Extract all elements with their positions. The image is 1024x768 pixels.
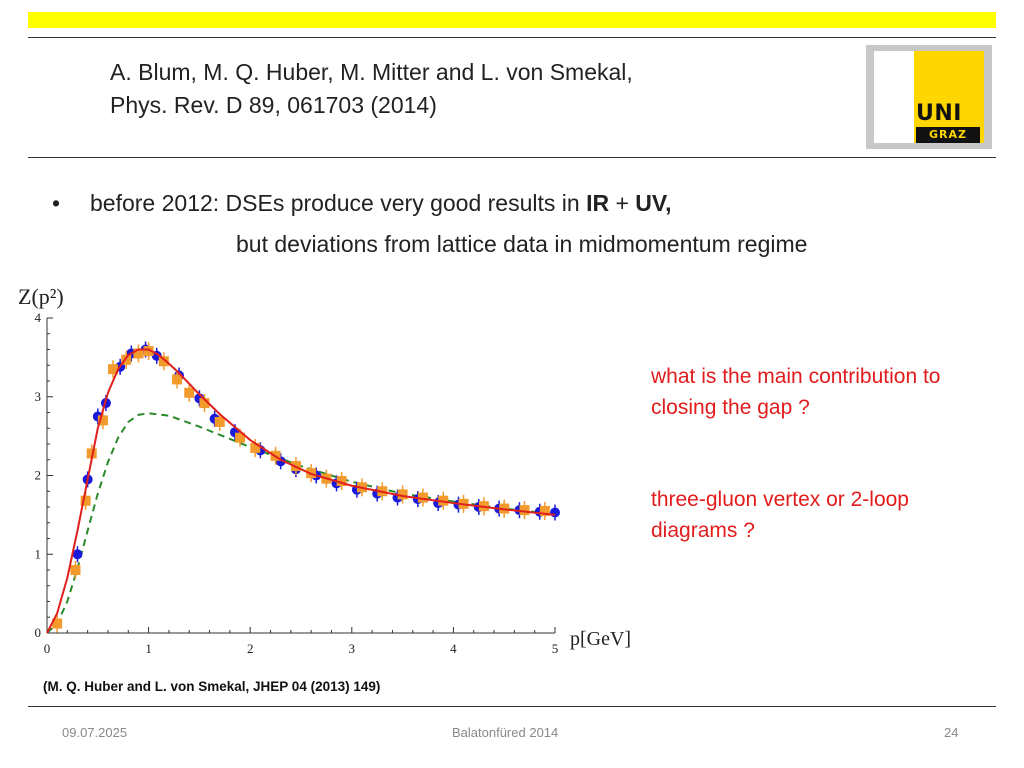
- lattice-point-square: [80, 495, 91, 506]
- chart-axes: 0 1 2 3 4 5 0 1 2 3 4: [35, 310, 559, 656]
- bullet-text: before 2012: DSEs produce very good resu…: [90, 190, 587, 216]
- question-main-contribution: what is the main contribution to closing…: [651, 361, 941, 423]
- question-1-line-1: what is the main contribution to: [651, 365, 941, 388]
- question-2-line-2: diagrams ?: [651, 519, 755, 542]
- lattice-point-square: [143, 346, 154, 357]
- lattice-point-square: [235, 432, 246, 443]
- lattice-point-square: [52, 618, 63, 629]
- lattice-point-square: [417, 492, 428, 503]
- lattice-point-square: [199, 398, 210, 409]
- top-accent-bar: [28, 12, 996, 28]
- lattice-point-square: [336, 476, 347, 487]
- solid-dse-curve: [46, 348, 556, 634]
- y-tick-label: 4: [35, 310, 42, 325]
- header-top-rule: [28, 37, 996, 38]
- lattice-point-square: [519, 505, 530, 516]
- logo-text-graz: GRAZ: [916, 127, 980, 143]
- lattice-point-square: [97, 415, 108, 426]
- citation-block: A. Blum, M. Q. Huber, M. Mitter and L. v…: [110, 56, 633, 122]
- citation-line-1: A. Blum, M. Q. Huber, M. Mitter and L. v…: [110, 59, 633, 85]
- lattice-point-square: [70, 565, 81, 575]
- footer-page-number: 24: [944, 725, 959, 740]
- lattice-point-square: [86, 448, 97, 459]
- lattice-point-square: [184, 387, 195, 398]
- gluon-dressing-chart: Z(p²) p[GeV] 0 1 2 3 4 5 0 1 2 3 4: [18, 284, 631, 656]
- y-tick-label: 1: [35, 546, 42, 561]
- lattice-point-circle: [550, 507, 560, 518]
- lattice-point-square: [158, 356, 169, 367]
- footer-venue: Balatonfüred 2014: [452, 725, 559, 740]
- lattice-point-square: [133, 348, 144, 359]
- lattice-point-square: [214, 416, 225, 427]
- bullet-dot-icon: •: [52, 190, 61, 216]
- x-tick-label: 2: [247, 641, 254, 656]
- lattice-point-square: [108, 364, 119, 375]
- x-axis-label: p[GeV]: [570, 628, 631, 650]
- lattice-point-square: [121, 354, 132, 365]
- x-tick-label: 4: [450, 641, 457, 656]
- y-tick-label: 3: [35, 389, 42, 404]
- x-tick-label: 5: [552, 641, 559, 656]
- y-tick-label: 0: [35, 625, 42, 640]
- bullet-ir: IR: [586, 190, 610, 216]
- reference-citation: (M. Q. Huber and L. von Smekal, JHEP 04 …: [43, 679, 381, 694]
- lattice-point-circle: [72, 549, 83, 560]
- lattice-point-square: [172, 374, 183, 385]
- dashed-dse-curve: [46, 412, 556, 634]
- x-tick-label: 1: [145, 641, 152, 656]
- bullet-point: • before 2012: DSEs produce very good res…: [52, 190, 672, 217]
- bullet-continuation: but deviations from lattice data in midm…: [236, 231, 808, 257]
- y-tick-label: 2: [35, 468, 42, 483]
- footer-date: 09.07.2025: [62, 725, 128, 740]
- citation-line-2: Phys. Rev. D 89, 061703 (2014): [110, 92, 437, 118]
- lattice-point-square: [539, 505, 550, 516]
- x-tick-label: 0: [44, 641, 51, 656]
- lattice-point-square: [250, 442, 261, 453]
- question-1-line-2: closing the gap ?: [651, 396, 810, 419]
- lattice-point-square: [397, 489, 408, 500]
- question-vertex-or-loops: three-gluon vertex or 2-loop diagrams ?: [651, 484, 909, 546]
- bullet-plus: +: [609, 190, 636, 216]
- x-tick-label: 3: [349, 641, 356, 656]
- uni-graz-logo: UNI GRAZ: [866, 45, 992, 149]
- question-2-line-1: three-gluon vertex or 2-loop: [651, 488, 909, 511]
- footer-rule: [28, 706, 996, 707]
- y-axis-label: Z(p²): [18, 284, 64, 309]
- header-bottom-rule: [28, 157, 996, 158]
- chart-plot-area: [46, 341, 560, 634]
- bullet-uv: UV,: [635, 190, 672, 216]
- logo-text-uni: UNI: [916, 101, 962, 126]
